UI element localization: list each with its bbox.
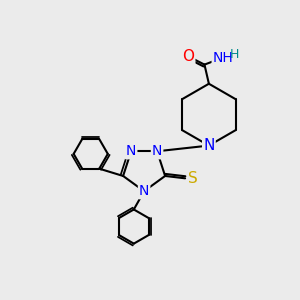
Text: H: H	[230, 48, 239, 61]
Text: N: N	[139, 184, 149, 198]
Text: S: S	[188, 171, 198, 186]
Text: N: N	[152, 144, 162, 158]
Text: NH: NH	[213, 51, 233, 65]
Text: N: N	[203, 138, 214, 153]
Text: O: O	[182, 49, 194, 64]
Text: N: N	[126, 144, 136, 158]
